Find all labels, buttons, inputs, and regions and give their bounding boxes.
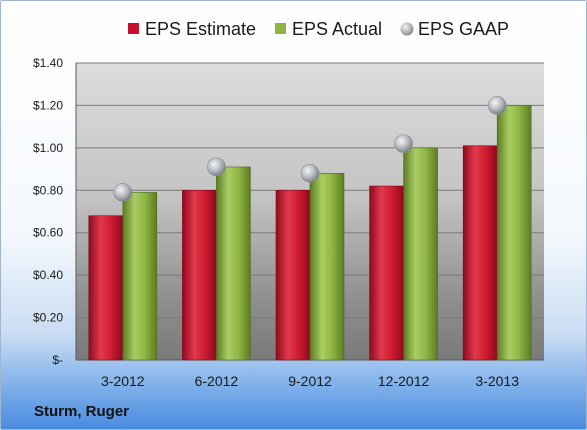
legend-gaap-swatch [400,22,414,36]
y-tick-label: $0.80 [33,183,63,197]
eps-gaap-point [487,96,507,115]
eps-actual-bar [496,105,532,361]
legend-estimate-swatch [128,23,139,34]
legend-actual-swatch [275,23,286,34]
legend-actual-label: EPS Actual [292,19,382,39]
eps-gaap-point [207,157,226,177]
y-tick-label: $1.00 [33,141,63,155]
legend-estimate-label: EPS Estimate [145,19,256,39]
eps-actual-bar [403,147,438,361]
eps-actual-bar [216,166,251,361]
eps-actual-bar [309,173,345,361]
eps-estimate-bar [462,145,498,361]
x-tick-label: 3-2013 [475,373,519,389]
eps-actual-bar [122,192,158,361]
eps-estimate-bar [182,189,217,361]
x-tick-label: 3-2012 [101,373,145,389]
eps-gaap-point [113,183,133,202]
y-tick-label: $1.40 [33,56,63,70]
x-tick-label: 9-2012 [288,373,332,389]
eps-estimate-bar [275,189,311,361]
y-tick-label: $- [52,353,63,367]
eps-gaap-point [300,164,320,183]
legend-gaap-label: EPS GAAP [418,19,509,39]
eps-estimate-bar [369,185,404,361]
company-label: Sturm, Ruger [34,403,130,420]
eps-gaap-point [394,134,413,153]
y-tick-label: $0.60 [33,226,63,240]
y-tick-label: $0.20 [33,311,63,325]
y-tick-label: $1.20 [33,98,63,112]
eps-estimate-bar [88,215,124,361]
y-tick-label: $0.40 [33,268,63,282]
x-tick-label: 6-2012 [195,373,239,389]
x-tick-label: 12-2012 [378,373,430,389]
